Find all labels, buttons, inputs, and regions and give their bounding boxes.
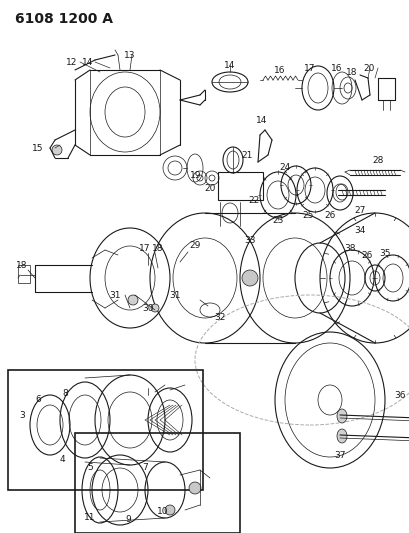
Text: 31: 31	[169, 290, 180, 300]
Text: 33: 33	[244, 236, 255, 245]
Bar	[218, 172, 262, 200]
Text: 7: 7	[142, 463, 148, 472]
Text: 29: 29	[189, 240, 200, 249]
Text: 28: 28	[371, 156, 383, 165]
Circle shape	[164, 505, 175, 515]
Bar	[75, 433, 239, 533]
Text: 6: 6	[35, 395, 41, 405]
Ellipse shape	[336, 409, 346, 423]
Text: 25: 25	[301, 211, 313, 220]
Text: 14: 14	[224, 61, 235, 69]
Text: 26: 26	[360, 251, 372, 260]
Text: 18: 18	[16, 261, 28, 270]
Text: 3: 3	[19, 410, 25, 419]
Bar	[18, 265, 30, 283]
Text: 22: 22	[248, 196, 259, 205]
Text: 36: 36	[393, 391, 405, 400]
Text: 38: 38	[344, 244, 355, 253]
Text: 24: 24	[279, 163, 290, 172]
Circle shape	[128, 295, 138, 305]
Text: 14: 14	[82, 58, 94, 67]
Circle shape	[52, 145, 62, 155]
Text: 14: 14	[256, 116, 267, 125]
Text: 9: 9	[125, 515, 130, 524]
Text: 13: 13	[124, 51, 135, 60]
Text: 6108 1200 A: 6108 1200 A	[15, 12, 113, 26]
Ellipse shape	[336, 429, 346, 443]
Circle shape	[241, 270, 257, 286]
Text: 18: 18	[346, 68, 357, 77]
Text: 37: 37	[333, 450, 345, 459]
Text: 34: 34	[353, 225, 365, 235]
Text: 26: 26	[324, 211, 335, 220]
Text: 17: 17	[139, 244, 151, 253]
Circle shape	[189, 482, 200, 494]
Text: 18: 18	[152, 244, 163, 253]
Text: 15: 15	[32, 143, 44, 152]
Text: 8: 8	[62, 389, 68, 398]
Text: 23: 23	[272, 215, 283, 224]
Text: 35: 35	[378, 248, 390, 257]
Text: 17: 17	[303, 63, 315, 72]
Text: 30: 30	[142, 303, 153, 312]
Bar	[8, 370, 202, 490]
Text: 20: 20	[204, 183, 215, 192]
Text: 12: 12	[66, 58, 77, 67]
Text: 32: 32	[214, 313, 225, 322]
Text: 31: 31	[109, 290, 121, 300]
Text: 20: 20	[362, 63, 374, 72]
Text: 4: 4	[59, 456, 65, 464]
Text: 27: 27	[353, 206, 365, 214]
Text: 16: 16	[274, 66, 285, 75]
Text: 21: 21	[241, 150, 252, 159]
Text: 11: 11	[84, 513, 96, 522]
Circle shape	[151, 304, 159, 312]
Text: 19: 19	[190, 171, 201, 180]
Text: 10: 10	[157, 507, 169, 516]
Text: 16: 16	[330, 63, 342, 72]
Text: 5: 5	[87, 464, 93, 472]
